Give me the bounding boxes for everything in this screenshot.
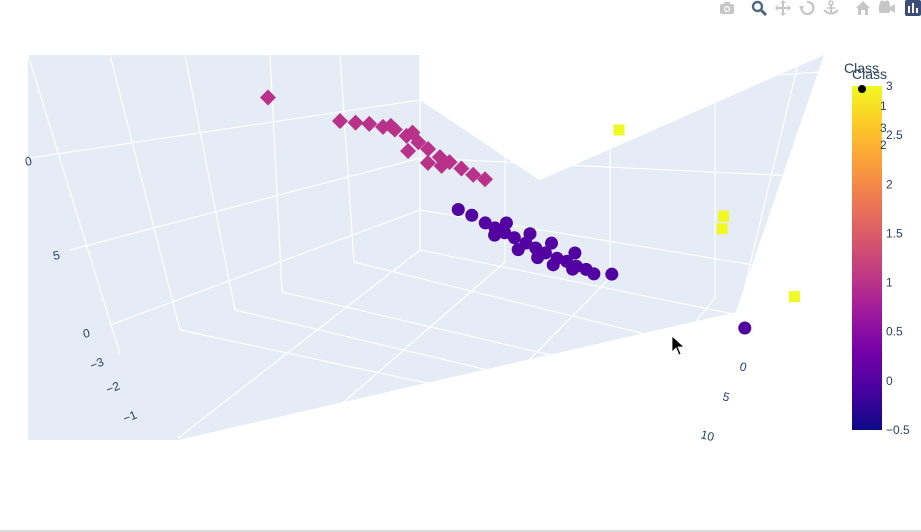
axis-tick-labels: 0 5 0 −3 −2 −1 0 5 10: [24, 154, 749, 444]
data-point-circle[interactable]: [587, 267, 601, 281]
camera-icon[interactable]: [719, 0, 735, 16]
colorbar-overlap-tick: 2: [880, 138, 887, 152]
colorbar-title-overlap: Class: [852, 66, 887, 82]
turntable-rotation-icon[interactable]: [823, 0, 839, 16]
data-point-circle[interactable]: [605, 267, 619, 281]
colorbar: Class Class 32.521.510.50−0.5 1 3 2: [844, 60, 910, 437]
colorbar-title: Class: [844, 60, 879, 76]
x-tick-label: −3: [88, 355, 106, 373]
data-point-circle[interactable]: [478, 216, 492, 230]
legend-marker: [858, 85, 866, 93]
colorbar-tick-label: −0.5: [886, 423, 910, 437]
data-point-circle[interactable]: [465, 208, 479, 222]
data-point-diamond[interactable]: [419, 154, 436, 171]
data-point-circle[interactable]: [529, 241, 543, 255]
data-point-circle[interactable]: [511, 243, 525, 257]
data-point-circle[interactable]: [546, 258, 560, 272]
colorbar-gradient: [852, 86, 882, 430]
data-point-circle[interactable]: [545, 236, 558, 250]
bottom-divider: [0, 530, 921, 532]
data-point-diamond[interactable]: [400, 143, 417, 159]
zoom-icon[interactable]: [751, 0, 767, 16]
data-point-diamond[interactable]: [420, 141, 437, 157]
colorbar-tick-label: 0: [886, 374, 893, 388]
data-point-diamond[interactable]: [361, 115, 378, 132]
data-point-diamond[interactable]: [433, 157, 450, 174]
data-point-diamond[interactable]: [465, 166, 482, 183]
grid-lines: [27, 54, 821, 441]
z-tick-label: 0: [24, 154, 34, 169]
data-point-circle[interactable]: [568, 246, 582, 260]
data-point-circle[interactable]: [499, 216, 513, 230]
orbit-rotation-icon[interactable]: [799, 0, 815, 16]
data-point-diamond[interactable]: [347, 114, 364, 131]
plotly-logo-icon[interactable]: [905, 0, 921, 16]
z-tick-label: 5: [52, 248, 62, 263]
reset-camera-home-icon[interactable]: [855, 0, 871, 16]
data-point-circle[interactable]: [566, 262, 580, 276]
modebar: [701, 0, 921, 16]
data-point-square[interactable]: [716, 223, 728, 235]
colorbar-tick-label: 1.5: [886, 226, 903, 240]
data-point-circle[interactable]: [498, 226, 512, 240]
colorbar-overlap-tick: 3: [880, 121, 887, 135]
colorbar-overlap-tick: 1: [880, 99, 887, 113]
y-tick-label: 10: [699, 427, 716, 444]
colorbar-tick-label: 0.5: [886, 325, 903, 339]
data-point-circle[interactable]: [738, 321, 752, 335]
data-point-circle[interactable]: [531, 251, 545, 265]
data-point-diamond[interactable]: [404, 124, 421, 141]
colorbar-tick-label: 3: [886, 79, 893, 93]
pan-icon[interactable]: [775, 0, 791, 16]
x-tick-label: −1: [121, 408, 139, 426]
data-point-diamond[interactable]: [332, 113, 348, 130]
mouse-cursor: [671, 335, 686, 356]
y-tick-label: 5: [721, 389, 731, 404]
data-point-circle[interactable]: [507, 231, 521, 245]
colorbar-tick-label: 1: [886, 276, 893, 290]
y-tick-label: 0: [738, 359, 748, 374]
z-tick-label: 0: [82, 326, 92, 341]
data-point-square[interactable]: [788, 291, 800, 303]
data-point-circle[interactable]: [488, 228, 502, 242]
colorbar-ticks: 3 2.5 2 1.5 1 0.5 0 −0.5: [886, 79, 910, 437]
reset-camera-last-save-icon[interactable]: [879, 0, 895, 16]
data-point-diamond[interactable]: [260, 89, 276, 106]
data-point-diamond[interactable]: [477, 171, 493, 188]
data-point-diamond[interactable]: [382, 117, 399, 134]
scatter-markers[interactable]: [260, 89, 800, 335]
x-tick-label: −2: [104, 379, 122, 397]
data-point-diamond[interactable]: [453, 160, 470, 177]
data-point-circle[interactable]: [523, 227, 537, 241]
data-point-circle[interactable]: [451, 203, 465, 217]
colorbar-tick-label: 2.5: [886, 128, 903, 142]
data-point-square[interactable]: [613, 124, 625, 136]
colorbar-tick-label: 2: [886, 177, 893, 191]
scene-floor: [28, 55, 736, 440]
data-point-square[interactable]: [718, 210, 730, 222]
